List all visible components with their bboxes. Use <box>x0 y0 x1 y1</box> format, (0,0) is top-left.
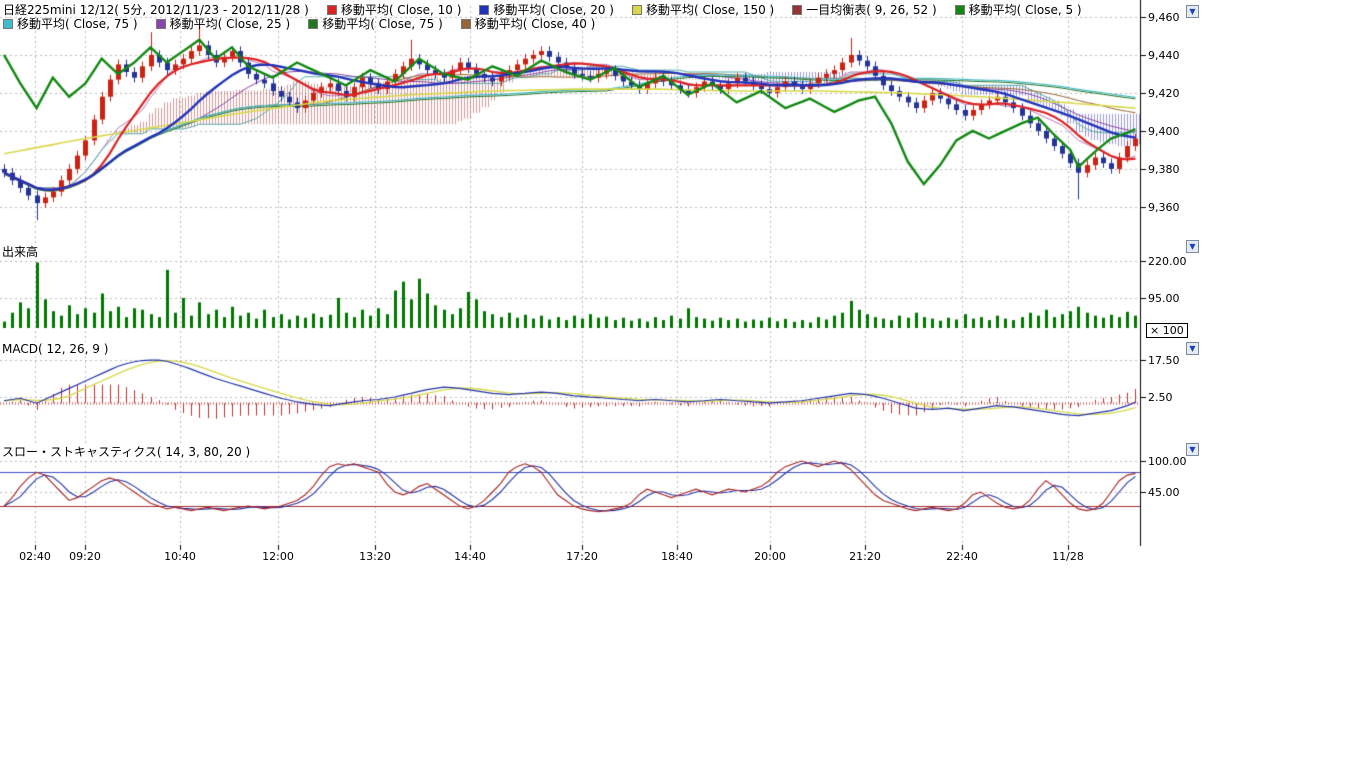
ma10-color-icon <box>327 5 337 15</box>
volume-axis-label: 220.00 <box>1148 255 1187 268</box>
ichimoku-color-icon <box>792 5 802 15</box>
price-axis-label: 9,380 <box>1148 163 1180 176</box>
stoch-axis-label: 45.00 <box>1148 486 1180 499</box>
volume-multiplier-badge: × 100 <box>1146 323 1188 338</box>
time-axis-label: 14:40 <box>454 550 486 563</box>
time-axis-label: 11/28 <box>1052 550 1084 563</box>
price-axis-label: 9,460 <box>1148 11 1180 24</box>
price-panel-scroll-button[interactable]: ▼ <box>1186 5 1199 18</box>
trading-chart-window: 日経225mini 12/12( 5分, 2012/11/23 - 2012/1… <box>0 0 1366 768</box>
time-axis-label: 09:20 <box>69 550 101 563</box>
legend-ichimoku: 一目均衡表( 9, 26, 52 ) <box>792 1 936 18</box>
time-axis-label: 22:40 <box>946 550 978 563</box>
legend-ma150-label: 移動平均( Close, 150 ) <box>646 1 774 18</box>
ma150-color-icon <box>632 5 642 15</box>
ma75-2-color-icon <box>308 19 318 29</box>
volume-panel-scroll-button[interactable]: ▼ <box>1186 240 1199 253</box>
ma25-color-icon <box>156 19 166 29</box>
legend-ma75: 移動平均( Close, 75 ) <box>3 15 138 32</box>
macd-axis-label: 2.50 <box>1148 391 1173 404</box>
time-axis-label: 12:00 <box>262 550 294 563</box>
stoch-panel-label: スロー・ストキャスティクス( 14, 3, 80, 20 ) <box>2 443 253 460</box>
legend-ma25-label: 移動平均( Close, 25 ) <box>170 15 291 32</box>
legend-ichimoku-label: 一目均衡表( 9, 26, 52 ) <box>806 1 936 18</box>
legend-ma75-label: 移動平均( Close, 75 ) <box>17 15 138 32</box>
legend-ma5-label: 移動平均( Close, 5 ) <box>969 1 1082 18</box>
stoch-panel-scroll-button[interactable]: ▼ <box>1186 443 1199 456</box>
chart-canvas[interactable] <box>0 0 1200 566</box>
macd-panel-scroll-button[interactable]: ▼ <box>1186 342 1199 355</box>
stoch-axis-label: 100.00 <box>1148 455 1187 468</box>
macd-axis-label: 17.50 <box>1148 354 1180 367</box>
price-axis-label: 9,420 <box>1148 87 1180 100</box>
price-axis-label: 9,440 <box>1148 49 1180 62</box>
volume-axis-label: 95.00 <box>1148 292 1180 305</box>
time-axis-label: 20:00 <box>754 550 786 563</box>
legend-ma150: 移動平均( Close, 150 ) <box>632 1 774 18</box>
time-axis-label: 17:20 <box>566 550 598 563</box>
legend-ma40-label: 移動平均( Close, 40 ) <box>475 15 596 32</box>
ma20-color-icon <box>479 5 489 15</box>
ma75-color-icon <box>3 19 13 29</box>
legend-ma25: 移動平均( Close, 25 ) <box>156 15 291 32</box>
macd-panel-label: MACD( 12, 26, 9 ) <box>2 342 111 356</box>
legend-ma75-2-label: 移動平均( Close, 75 ) <box>322 15 443 32</box>
time-axis-label: 21:20 <box>849 550 881 563</box>
volume-panel-label: 出来高 <box>2 243 41 260</box>
ma5-color-icon <box>955 5 965 15</box>
time-axis-label: 13:20 <box>359 550 391 563</box>
time-axis-label: 02:40 <box>19 550 51 563</box>
price-axis-label: 9,360 <box>1148 201 1180 214</box>
legend-ma40: 移動平均( Close, 40 ) <box>461 15 596 32</box>
time-axis-label: 10:40 <box>164 550 196 563</box>
ma40-color-icon <box>461 19 471 29</box>
time-axis-label: 18:40 <box>661 550 693 563</box>
legend-ma5: 移動平均( Close, 5 ) <box>955 1 1082 18</box>
price-axis-label: 9,400 <box>1148 125 1180 138</box>
legend-row-2: 移動平均( Close, 75 ) 移動平均( Close, 25 ) 移動平均… <box>3 15 595 32</box>
legend-ma75-2: 移動平均( Close, 75 ) <box>308 15 443 32</box>
